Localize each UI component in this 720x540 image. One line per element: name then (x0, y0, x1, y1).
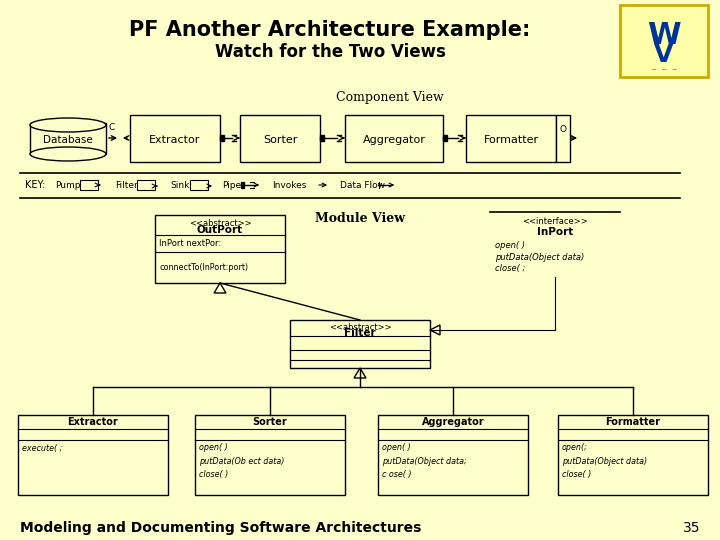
Ellipse shape (30, 147, 106, 161)
Text: Component View: Component View (336, 91, 444, 105)
Text: open( ): open( ) (382, 443, 410, 453)
Text: <<abstract>>: <<abstract>> (329, 323, 391, 333)
Text: Formatter: Formatter (483, 135, 539, 145)
FancyBboxPatch shape (556, 115, 570, 162)
Text: InPort nextPor:: InPort nextPor: (159, 240, 221, 248)
Text: Data Flow: Data Flow (340, 180, 385, 190)
FancyBboxPatch shape (345, 115, 443, 162)
Text: V: V (654, 43, 674, 67)
Text: close( ): close( ) (562, 469, 591, 478)
Text: close( ): close( ) (199, 469, 228, 478)
Text: PF Another Architecture Example:: PF Another Architecture Example: (130, 20, 531, 40)
Text: Module View: Module View (315, 212, 405, 225)
Polygon shape (220, 135, 224, 141)
Text: OutPort: OutPort (197, 225, 243, 235)
Text: close( ;: close( ; (495, 265, 526, 273)
Text: ~  ~  ~: ~ ~ ~ (651, 67, 678, 73)
Text: Filter: Filter (115, 180, 138, 190)
Text: open( ): open( ) (495, 240, 525, 249)
FancyBboxPatch shape (378, 415, 528, 495)
Text: Filter: Filter (344, 328, 376, 338)
Text: Extractor: Extractor (149, 135, 201, 145)
Text: Database: Database (43, 135, 93, 145)
FancyBboxPatch shape (466, 115, 556, 162)
Text: Watch for the Two Views: Watch for the Two Views (215, 43, 446, 61)
Text: Invokes: Invokes (272, 180, 307, 190)
Text: putData(Ob ect data): putData(Ob ect data) (199, 456, 284, 465)
Text: <<interface>>: <<interface>> (522, 218, 588, 226)
FancyBboxPatch shape (190, 180, 208, 190)
FancyBboxPatch shape (80, 180, 98, 190)
FancyBboxPatch shape (130, 115, 220, 162)
Text: putData(Object data;: putData(Object data; (382, 456, 467, 465)
Text: C: C (109, 124, 115, 132)
FancyBboxPatch shape (240, 115, 320, 162)
Text: Sink: Sink (170, 180, 189, 190)
FancyBboxPatch shape (195, 415, 345, 495)
Text: W: W (647, 21, 681, 50)
FancyBboxPatch shape (155, 215, 285, 283)
Text: O: O (559, 125, 567, 133)
Text: InPort: InPort (537, 227, 573, 237)
Text: <<abstract>>: <<abstract>> (189, 219, 251, 227)
Text: Sorter: Sorter (253, 417, 287, 427)
Text: c ose( ): c ose( ) (382, 469, 412, 478)
Text: 35: 35 (683, 521, 700, 535)
Text: putData(Object data): putData(Object data) (495, 253, 584, 261)
Text: Formatter: Formatter (606, 417, 660, 427)
Text: Pipe: Pipe (222, 180, 241, 190)
Text: putData(Object data): putData(Object data) (562, 456, 647, 465)
FancyBboxPatch shape (558, 415, 708, 495)
Text: open(;: open(; (562, 443, 588, 453)
FancyBboxPatch shape (620, 5, 708, 77)
FancyBboxPatch shape (30, 123, 106, 154)
Text: Aggregator: Aggregator (422, 417, 485, 427)
Polygon shape (320, 135, 324, 141)
Text: KEY:: KEY: (25, 180, 45, 190)
Text: Sorter: Sorter (263, 135, 297, 145)
Text: Extractor: Extractor (68, 417, 118, 427)
FancyBboxPatch shape (18, 415, 168, 495)
Text: Pump: Pump (55, 180, 81, 190)
Polygon shape (443, 135, 447, 141)
Text: execute( ;: execute( ; (22, 443, 63, 453)
Text: open( ): open( ) (199, 443, 228, 453)
Ellipse shape (30, 118, 106, 132)
FancyBboxPatch shape (290, 320, 430, 368)
Text: Modeling and Documenting Software Architectures: Modeling and Documenting Software Archit… (20, 521, 421, 535)
FancyBboxPatch shape (137, 180, 155, 190)
Text: connectTo(InPort:port): connectTo(InPort:port) (159, 262, 248, 272)
Text: Aggregator: Aggregator (363, 135, 426, 145)
Polygon shape (241, 182, 244, 188)
